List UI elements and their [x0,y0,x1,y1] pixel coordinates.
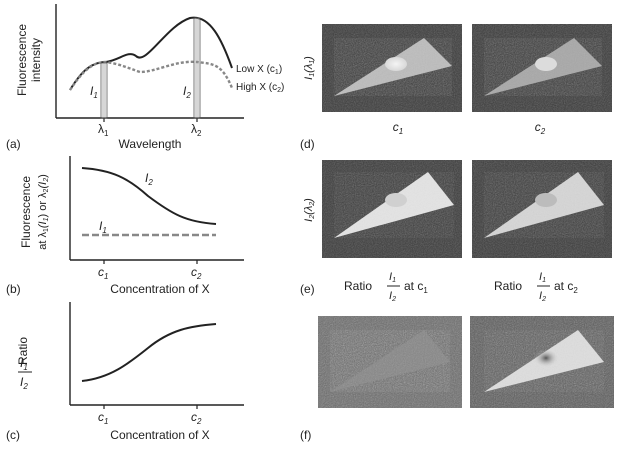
panel-c-ylabel-word: Ratio [16,337,30,365]
image-d-c2 [472,24,612,112]
panel-f-label: (f) [300,428,311,442]
panel-a-label: (a) [6,137,21,151]
panel-b: Fluorescence at λ1(I1) or λ2(I2) I2 I1 c… [6,156,244,296]
tick-lambda2: λ2 [191,122,202,138]
cell-nucleus [534,349,558,367]
panel-d-label: (d) [300,137,315,151]
panel-c: I1 I2 Ratio c1 c2 Concentration of X (c) [6,302,244,442]
image-f-c1 [318,316,462,408]
cell-nucleus [385,57,407,71]
label-i2-curve: I2 [145,171,153,187]
panel-d: I1(λ1) c1 c2 (d) [300,24,612,151]
panel-b-label: (b) [6,282,21,296]
label-i1-line: I1 [99,219,107,235]
cell-nucleus [535,57,557,71]
panel-c-tick-c2: c2 [191,410,202,426]
panel-b-ylabel-line2: at λ1(I1) or λ2(I2) [37,174,50,250]
cell-nucleus [385,193,407,207]
panel-e-label: (e) [300,282,315,296]
panel-d-ylabel: I1(λ1) [303,56,316,80]
band-i2 [193,17,201,119]
ratio-c2-den: I2 [539,290,546,303]
panel-b-xlabel: Concentration of X [110,282,209,296]
i2-curve [81,167,217,225]
tick-lambda1: λ1 [98,122,109,138]
panel-b-tick-c1: c1 [98,265,108,281]
ratio-c1-at: at c1 [404,279,428,295]
panel-a-ylabel-line2: intensity [29,38,43,82]
ratio-c2-word: Ratio [494,279,522,293]
cell-nucleus [535,193,557,207]
ratio-c1-den: I2 [389,290,396,303]
image-e-c2 [472,160,612,258]
image-e-c1 [322,160,462,258]
panel-d-col-c2: c2 [535,120,546,136]
high-x-curve [69,60,234,91]
marker-i2: I2 [183,84,191,100]
ratio-c2-num: I1 [539,271,546,284]
panel-b-ylabel-line1: Fluorescence [19,176,33,248]
panel-e-ylabel: I2(λ2) [303,198,316,222]
ratio-c1-num: I1 [389,271,396,284]
legend-high-x: High X (c2) [236,82,284,94]
panel-a-xlabel: Wavelength [119,137,182,151]
ratio-c2-at: at c2 [554,279,578,295]
image-d-c1 [322,24,462,112]
ratio-curve [81,323,217,382]
panel-d-col-c1: c1 [393,120,403,136]
panel-f: (f) [300,316,614,442]
panel-c-ylabel-den: I2 [20,375,28,391]
legend-low-x: Low X (c1) [236,64,282,76]
image-f-c2 [470,316,614,408]
panel-b-tick-c2: c2 [191,265,202,281]
panel-a-ylabel-line1: Fluorescence [15,24,29,96]
panel-c-label: (c) [6,428,20,442]
band-i1 [100,62,108,119]
panel-c-ylabel-num: I1 [20,356,28,372]
panel-c-tick-c1: c1 [98,410,108,426]
marker-i1: I1 [90,84,98,100]
low-x-curve [69,16,233,91]
panel-c-xlabel: Concentration of X [110,428,209,442]
panel-e: I2(λ2) Ratio I1 I2 at c1 Ratio I1 I2 at … [300,160,612,303]
panel-a: Fluorescence intensity I1 I2 Low X (c1) … [6,4,284,151]
ratio-c1-word: Ratio [344,279,372,293]
